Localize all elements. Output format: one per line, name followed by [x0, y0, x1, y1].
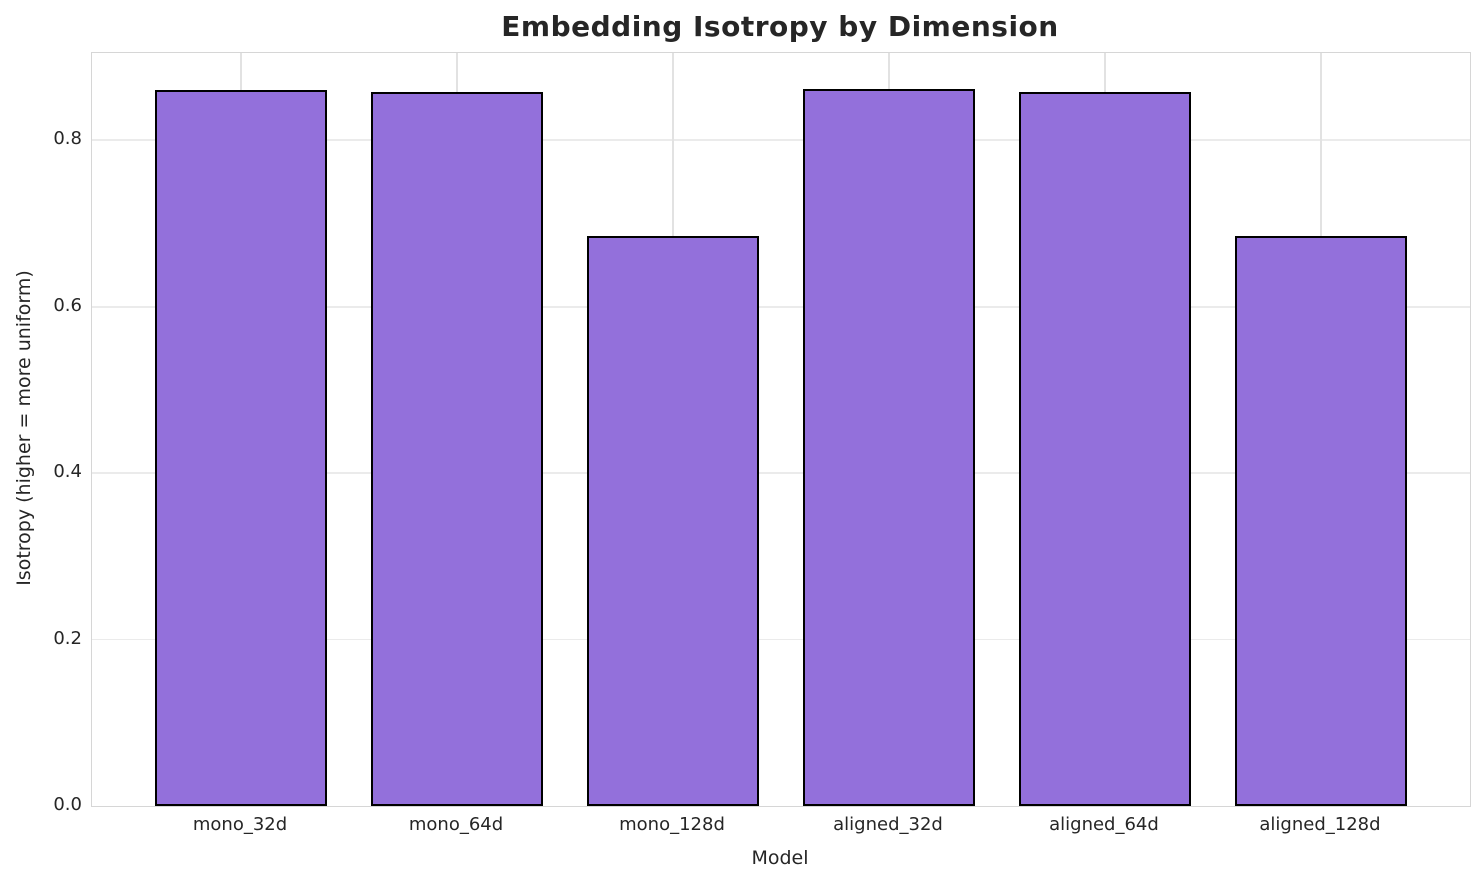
y-tick-label-0.8: 0.8	[53, 128, 82, 150]
y-tick-label-0.2: 0.2	[53, 627, 82, 649]
h-gridline-0.4	[92, 472, 1470, 475]
h-gridline-0.6	[92, 305, 1470, 308]
y-tick-label-0.4: 0.4	[53, 461, 82, 483]
x-axis-label: Model	[751, 847, 809, 869]
y-tick-label-0.6: 0.6	[53, 294, 82, 316]
x-tick-label-mono_128d: mono_128d	[619, 814, 725, 835]
bar-mono_64d	[370, 92, 544, 806]
bar-aligned_32d	[802, 88, 976, 806]
chart-title: Embedding Isotropy by Dimension	[501, 10, 1059, 43]
h-gridline-0.8	[92, 139, 1470, 142]
x-tick-label-aligned_32d: aligned_32d	[833, 814, 943, 835]
x-tick-label-mono_32d: mono_32d	[192, 814, 288, 835]
bar-aligned_64d	[1018, 92, 1192, 806]
x-tick-label-mono_64d: mono_64d	[408, 814, 504, 835]
x-tick-label-aligned_64d: aligned_64d	[1049, 814, 1159, 835]
bar-mono_32d	[154, 89, 328, 806]
y-tick-label-0.0: 0.0	[53, 794, 82, 815]
h-gridline-0.2	[92, 638, 1470, 641]
y-axis-label: Isotropy (higher = more uniform)	[13, 270, 35, 586]
plot-area	[91, 52, 1471, 807]
bar-mono_128d	[586, 236, 760, 806]
bar-aligned_128d	[1234, 236, 1408, 806]
x-tick-label-aligned_128d: aligned_128d	[1259, 814, 1381, 835]
